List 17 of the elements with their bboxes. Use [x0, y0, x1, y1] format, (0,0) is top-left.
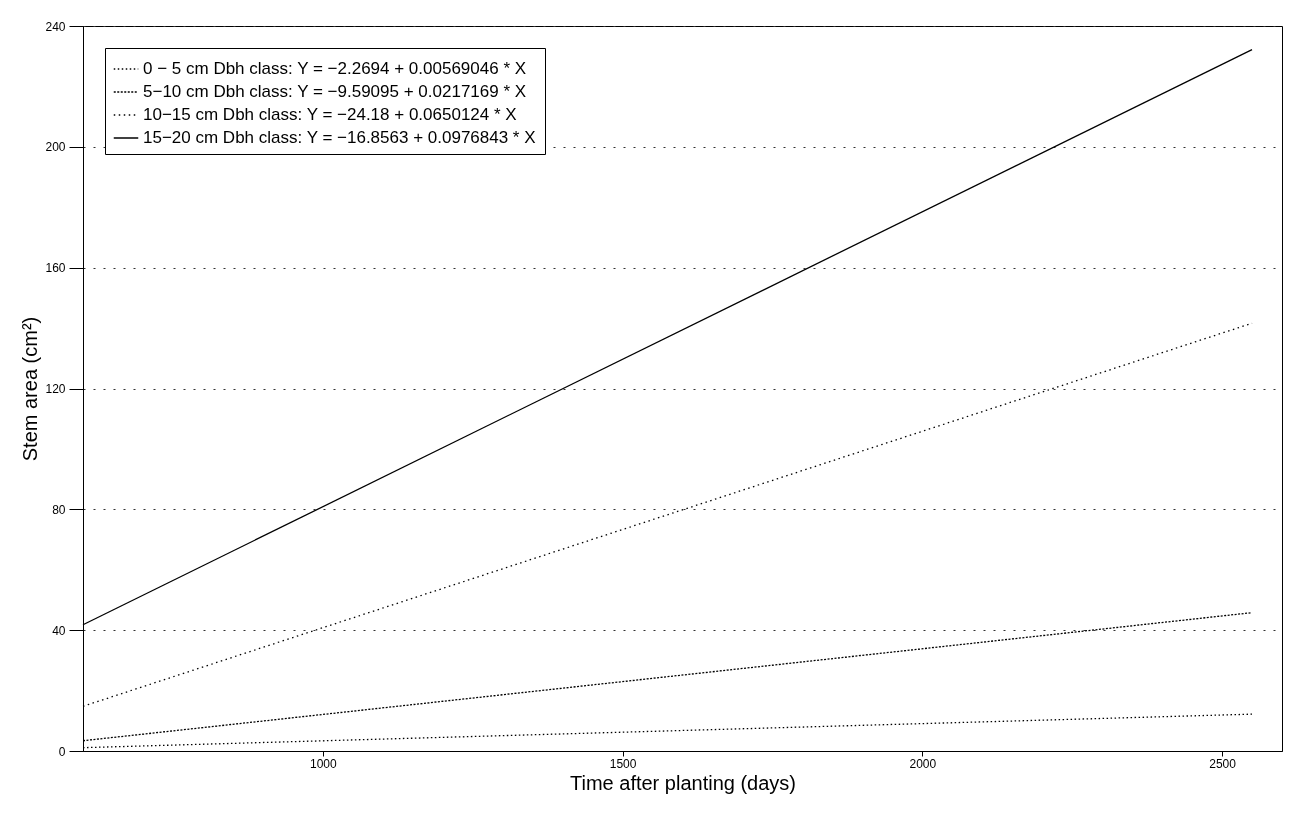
x-tick-label: 2500	[1209, 756, 1237, 771]
y-tick-label: 0	[58, 744, 66, 759]
legend-label: 0 − 5 cm Dbh class: Y = −2.2694 + 0.00569046 * X	[143, 59, 527, 78]
y-tick-label: 40	[52, 623, 66, 638]
legend-label: 10−15 cm Dbh class: Y = −24.18 + 0.0650124 * X	[143, 105, 517, 124]
y-axis-title: Stem area (cm²)	[19, 316, 42, 462]
x-tick-label: 2000	[909, 756, 937, 771]
y-tick-label: 80	[52, 502, 66, 517]
y-tick-label: 120	[45, 382, 66, 396]
legend-label: 5−10 cm Dbh class: Y = −9.59095 + 0.0217169 * X	[143, 82, 527, 101]
x-tick-label: 1500	[609, 756, 637, 771]
y-tick-label: 240	[45, 19, 66, 34]
x-axis-title: Time after planting (days)	[569, 771, 797, 794]
y-tick-label: 160	[45, 261, 66, 276]
x-tick-label: 1000	[309, 756, 337, 771]
legend-label: 15−20 cm Dbh class: Y = −16.8563 + 0.0976843 * X	[143, 128, 536, 147]
y-tick-label: 200	[45, 140, 66, 155]
